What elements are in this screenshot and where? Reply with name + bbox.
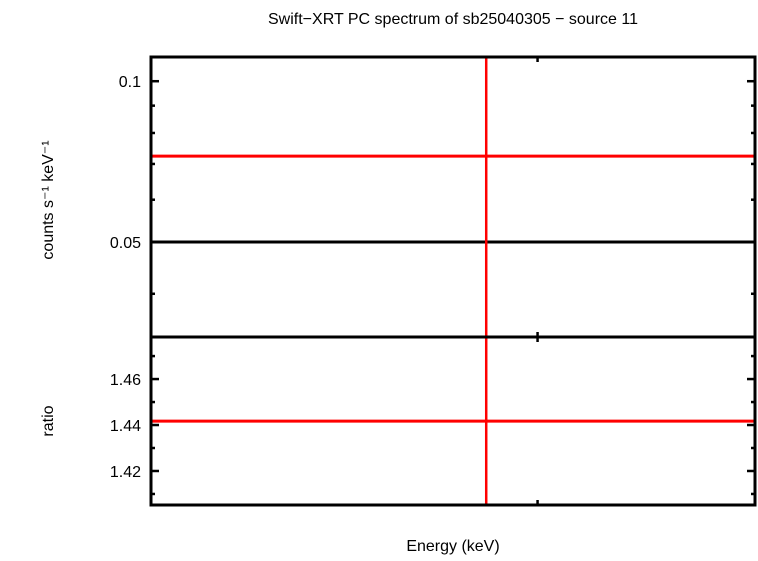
chart-title: Swift−XRT PC spectrum of sb25040305 − so… (268, 11, 638, 28)
x-axis-label: Energy (keV) (406, 538, 499, 555)
ratio-ytick-label: 1.44 (110, 418, 141, 435)
ratio-ytick-label: 1.42 (110, 464, 141, 481)
spectrum-ytick-label: 0.05 (110, 235, 141, 252)
ratio-panel-frame (149, 335, 757, 507)
spectrum-panel-frame (149, 55, 757, 339)
spectrum-ytick-label: 0.1 (119, 74, 141, 91)
top-y-axis-label: counts s⁻¹ keV⁻¹ (40, 140, 57, 259)
bottom-y-axis-label: ratio (40, 405, 57, 436)
ratio-ytick-label: 1.46 (110, 372, 141, 389)
